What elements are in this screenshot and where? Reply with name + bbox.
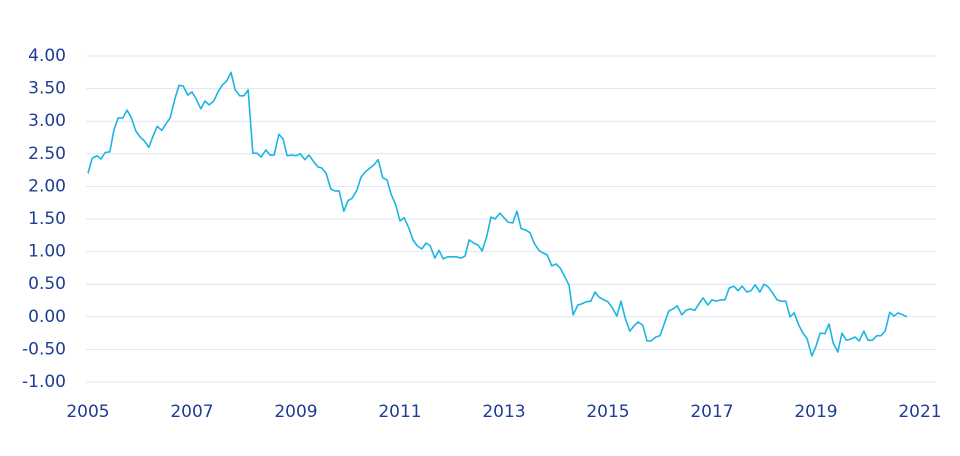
- y-tick-label: -1.00: [22, 372, 66, 392]
- x-tick-label: 2015: [586, 402, 629, 422]
- y-tick-label: 2.00: [28, 176, 66, 196]
- x-tick-label: 2009: [274, 402, 317, 422]
- x-tick-label: 2017: [690, 402, 733, 422]
- y-tick-label: 3.00: [28, 111, 66, 131]
- y-tick-label: 0.50: [28, 274, 66, 294]
- y-tick-label: 4.00: [28, 46, 66, 66]
- x-tick-label: 2013: [482, 402, 525, 422]
- y-tick-label: 2.50: [28, 144, 66, 164]
- x-tick-label: 2021: [898, 402, 941, 422]
- y-tick-label: 1.00: [28, 242, 66, 262]
- x-tick-label: 2005: [66, 402, 109, 422]
- y-tick-label: 1.50: [28, 209, 66, 229]
- x-tick-label: 2007: [170, 402, 213, 422]
- x-tick-label: 2011: [378, 402, 421, 422]
- y-tick-label: 0.00: [28, 307, 66, 327]
- line: [87, 71, 908, 357]
- x-tick-label: 2019: [794, 402, 837, 422]
- y-tick-label: 3.50: [28, 79, 66, 99]
- y-tick-label: -0.50: [22, 339, 66, 359]
